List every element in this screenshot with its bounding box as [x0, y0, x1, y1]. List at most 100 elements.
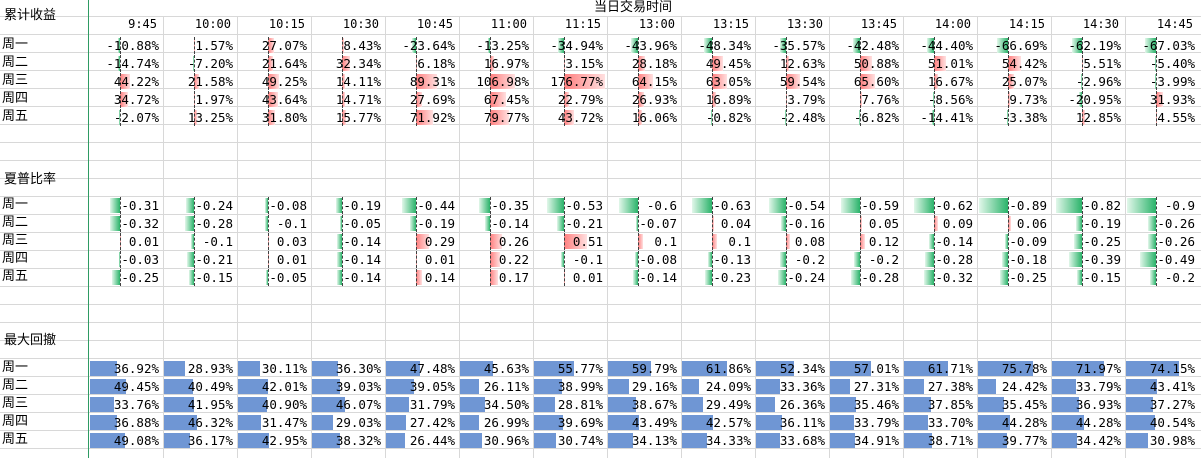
data-cell[interactable]: -0.6	[607, 196, 681, 214]
data-cell[interactable]: -20.95%	[1051, 90, 1125, 108]
data-cell[interactable]: 31.47%	[237, 413, 311, 431]
data-cell[interactable]: -0.2	[755, 250, 829, 268]
data-cell[interactable]: -0.44	[385, 196, 459, 214]
data-cell[interactable]: 42.57%	[681, 413, 755, 431]
data-cell[interactable]: 27.38%	[903, 377, 977, 395]
data-cell[interactable]: 39.03%	[311, 377, 385, 395]
data-cell[interactable]: 35.46%	[829, 395, 903, 413]
data-cell[interactable]: 43.41%	[1125, 377, 1199, 395]
data-cell[interactable]: 0.26	[459, 232, 533, 250]
data-cell[interactable]: 34.72%	[89, 90, 163, 108]
data-cell[interactable]: 49.45%	[89, 377, 163, 395]
data-cell[interactable]: 43.72%	[533, 108, 607, 126]
data-cell[interactable]: 65.60%	[829, 72, 903, 90]
data-cell[interactable]: -13.25%	[459, 36, 533, 54]
data-cell[interactable]: 57.01%	[829, 359, 903, 377]
data-cell[interactable]: 46.32%	[163, 413, 237, 431]
data-cell[interactable]: 37.85%	[903, 395, 977, 413]
data-cell[interactable]: 52.34%	[755, 359, 829, 377]
data-cell[interactable]: 44.28%	[1051, 413, 1125, 431]
data-cell[interactable]: -0.16	[755, 214, 829, 232]
data-cell[interactable]: -0.14	[607, 268, 681, 286]
data-cell[interactable]: 61.86%	[681, 359, 755, 377]
data-cell[interactable]: 33.68%	[755, 431, 829, 449]
data-cell[interactable]: -34.94%	[533, 36, 607, 54]
data-cell[interactable]: 0.12	[829, 232, 903, 250]
data-cell[interactable]: 16.97%	[459, 54, 533, 72]
data-cell[interactable]: -43.96%	[607, 36, 681, 54]
data-cell[interactable]: 34.50%	[459, 395, 533, 413]
data-cell[interactable]: 31.79%	[385, 395, 459, 413]
data-cell[interactable]: -0.28	[829, 268, 903, 286]
data-cell[interactable]: -0.19	[1051, 214, 1125, 232]
data-cell[interactable]: -0.28	[163, 214, 237, 232]
data-cell[interactable]: -0.15	[1051, 268, 1125, 286]
data-cell[interactable]: 21.58%	[163, 72, 237, 90]
data-cell[interactable]: -0.14	[903, 232, 977, 250]
data-cell[interactable]: -0.14	[311, 268, 385, 286]
data-cell[interactable]: -62.19%	[1051, 36, 1125, 54]
data-cell[interactable]: -0.53	[533, 196, 607, 214]
data-cell[interactable]: 40.49%	[163, 377, 237, 395]
data-cell[interactable]: -0.15	[163, 268, 237, 286]
data-cell[interactable]: -0.19	[311, 196, 385, 214]
data-cell[interactable]: -0.25	[89, 268, 163, 286]
data-cell[interactable]: 16.67%	[903, 72, 977, 90]
data-cell[interactable]: 0.06	[977, 214, 1051, 232]
data-cell[interactable]: -0.35	[459, 196, 533, 214]
data-cell[interactable]: 14.11%	[311, 72, 385, 90]
data-cell[interactable]: -0.1	[163, 232, 237, 250]
data-cell[interactable]: 8.43%	[311, 36, 385, 54]
data-cell[interactable]: 63.05%	[681, 72, 755, 90]
data-cell[interactable]: -0.25	[977, 268, 1051, 286]
data-cell[interactable]: 0.1	[681, 232, 755, 250]
data-cell[interactable]: 6.18%	[385, 54, 459, 72]
data-cell[interactable]: 46.07%	[311, 395, 385, 413]
data-cell[interactable]: 0.29	[385, 232, 459, 250]
data-cell[interactable]: 0.22	[459, 250, 533, 268]
data-cell[interactable]: 32.34%	[311, 54, 385, 72]
data-cell[interactable]: 39.77%	[977, 431, 1051, 449]
data-cell[interactable]: 29.16%	[607, 377, 681, 395]
data-cell[interactable]: 0.1	[607, 232, 681, 250]
data-cell[interactable]: -0.18	[977, 250, 1051, 268]
data-cell[interactable]: 44.22%	[89, 72, 163, 90]
data-cell[interactable]: 61.71%	[903, 359, 977, 377]
data-cell[interactable]: -67.03%	[1125, 36, 1199, 54]
data-cell[interactable]: 54.42%	[977, 54, 1051, 72]
data-cell[interactable]: 38.67%	[607, 395, 681, 413]
data-cell[interactable]: 40.90%	[237, 395, 311, 413]
data-cell[interactable]: 0.01	[89, 232, 163, 250]
data-cell[interactable]: 35.45%	[977, 395, 1051, 413]
data-cell[interactable]: -0.19	[385, 214, 459, 232]
data-cell[interactable]: 25.07%	[977, 72, 1051, 90]
data-cell[interactable]: 36.11%	[755, 413, 829, 431]
data-cell[interactable]: 26.44%	[385, 431, 459, 449]
data-cell[interactable]: 30.98%	[1125, 431, 1199, 449]
data-cell[interactable]: -0.82%	[681, 108, 755, 126]
data-cell[interactable]: 106.98%	[459, 72, 533, 90]
data-cell[interactable]: 34.91%	[829, 431, 903, 449]
data-cell[interactable]: -35.57%	[755, 36, 829, 54]
data-cell[interactable]: 0.03	[237, 232, 311, 250]
data-cell[interactable]: -2.48%	[755, 108, 829, 126]
data-cell[interactable]: -0.2	[829, 250, 903, 268]
data-cell[interactable]: 36.17%	[163, 431, 237, 449]
data-cell[interactable]: -0.14	[311, 250, 385, 268]
data-cell[interactable]: -0.25	[1051, 232, 1125, 250]
data-cell[interactable]: 9.73%	[977, 90, 1051, 108]
data-cell[interactable]: 0.01	[385, 250, 459, 268]
data-cell[interactable]: -0.05	[311, 214, 385, 232]
data-cell[interactable]: 3.15%	[533, 54, 607, 72]
data-cell[interactable]: -3.99%	[1125, 72, 1199, 90]
data-cell[interactable]: 30.74%	[533, 431, 607, 449]
data-cell[interactable]: 42.01%	[237, 377, 311, 395]
data-cell[interactable]: -14.41%	[903, 108, 977, 126]
data-cell[interactable]: -0.54	[755, 196, 829, 214]
data-cell[interactable]: -0.14	[459, 214, 533, 232]
data-cell[interactable]: 13.25%	[163, 108, 237, 126]
data-cell[interactable]: 29.03%	[311, 413, 385, 431]
data-cell[interactable]: 7.76%	[829, 90, 903, 108]
data-cell[interactable]: 59.54%	[755, 72, 829, 90]
